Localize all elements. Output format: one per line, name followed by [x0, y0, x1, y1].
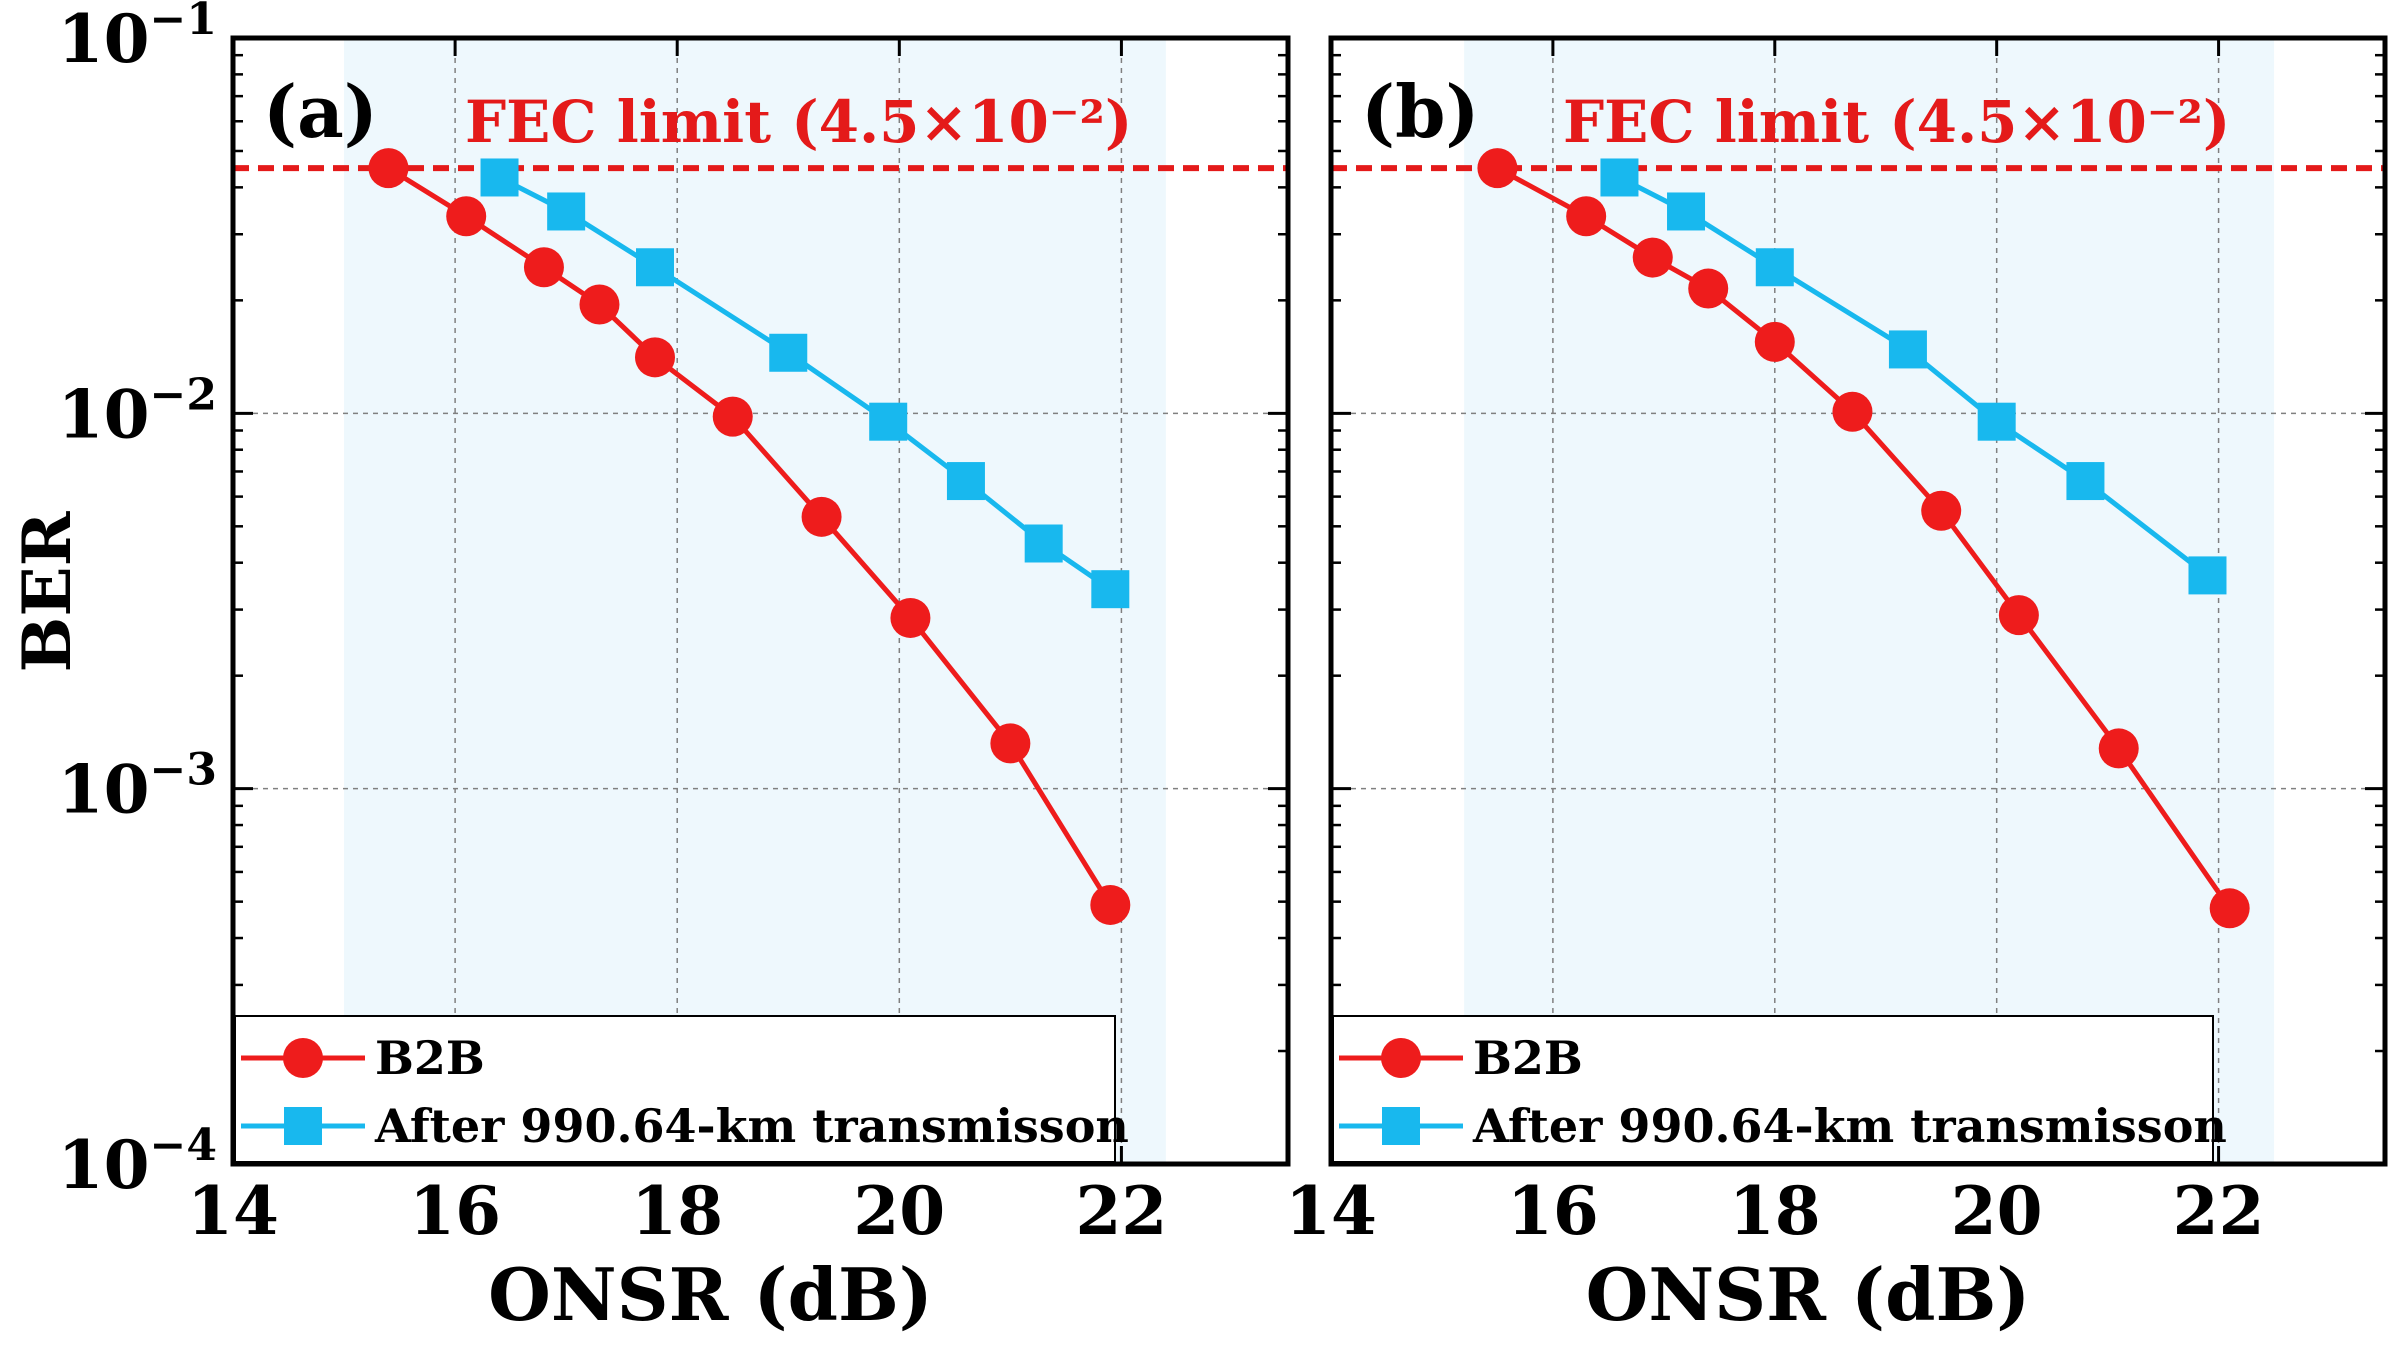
x-tick-label: 20	[1951, 1172, 2043, 1250]
fec-limit-label: FEC limit (4.5×10⁻²)	[465, 88, 1132, 156]
data-point-transmission	[1755, 248, 1794, 287]
data-point-transmission	[480, 158, 519, 197]
data-point-transmission	[1977, 402, 2016, 441]
data-point-transmission	[2066, 462, 2105, 501]
legend-label: B2B	[375, 1031, 485, 1085]
data-point-transmission	[1024, 524, 1063, 563]
data-point-b2b	[635, 337, 675, 378]
data-point-transmission	[636, 248, 674, 287]
legend-marker-transmission	[284, 1107, 322, 1145]
x-tick-label: 14	[1285, 1172, 1377, 1250]
data-point-b2b	[579, 284, 620, 325]
data-point-transmission	[946, 462, 985, 501]
series-line-b2b	[1496, 165, 2232, 910]
data-point-b2b	[1688, 268, 1729, 309]
data-point-b2b	[1998, 595, 2039, 636]
data-point-b2b	[990, 723, 1031, 764]
data-point-b2b	[1477, 148, 1518, 189]
data-point-b2b	[1754, 321, 1795, 362]
data-point-transmission	[1091, 570, 1130, 609]
x-tick-label: 18	[1729, 1172, 1821, 1250]
legend-label: After 990.64-km transmisson	[374, 1099, 1129, 1153]
x-tick-label: 16	[409, 1172, 501, 1250]
data-point-b2b	[446, 196, 487, 237]
data-point-b2b	[368, 148, 409, 189]
x-tick-label: 16	[1507, 1172, 1599, 1250]
legend-marker-b2b	[283, 1038, 323, 1078]
legend-box	[1332, 1015, 2214, 1163]
x-tick-label: 14	[187, 1172, 279, 1250]
y-tick-label: 10−2	[58, 369, 217, 453]
data-point-transmission	[2188, 556, 2227, 595]
y-tick-label: 10−3	[58, 745, 217, 829]
data-point-b2b	[801, 496, 842, 537]
fec-limit-label: FEC limit (4.5×10⁻²)	[1563, 88, 2230, 156]
data-point-b2b	[1921, 490, 1962, 531]
data-point-transmission	[1600, 158, 1639, 197]
data-point-b2b	[1566, 196, 1607, 237]
data-point-b2b	[1632, 237, 1673, 278]
legend-label: B2B	[1473, 1031, 1583, 1085]
legend-box	[234, 1015, 1116, 1163]
chart-panel-a: FEC limit (4.5×10⁻²) (a) B2B After 990.64-k…	[58, 0, 1291, 1337]
data-point-b2b	[2209, 888, 2250, 929]
data-point-b2b	[1090, 884, 1131, 925]
panel-label: (a)	[263, 69, 378, 154]
data-point-b2b	[890, 597, 931, 638]
x-tick-label: 22	[2173, 1172, 2265, 1250]
panel-label: (b)	[1361, 69, 1479, 154]
data-point-transmission	[769, 333, 808, 372]
data-point-transmission	[547, 192, 586, 231]
plot-frame	[230, 35, 1291, 1167]
data-point-transmission	[1888, 330, 1927, 369]
y-tick-label: 10−4	[58, 1120, 217, 1204]
y-tick-label: 10−1	[58, 0, 217, 78]
y-axis-label: BER	[8, 510, 86, 672]
plot-frame	[1328, 35, 2388, 1167]
x-tick-label: 22	[1075, 1172, 1167, 1250]
data-point-b2b	[523, 247, 564, 288]
x-tick-label: 18	[631, 1172, 723, 1250]
legend-label: After 990.64-km transmisson	[1472, 1099, 2227, 1153]
legend-marker-transmission	[1382, 1107, 1420, 1145]
series-line-b2b	[387, 166, 1113, 907]
chart-panel-b: FEC limit (4.5×10⁻²) (b) B2B After 990.64-k…	[1285, 35, 2388, 1337]
data-point-transmission	[1667, 192, 1706, 231]
data-point-b2b	[712, 396, 753, 437]
legend-marker-b2b	[1381, 1038, 1421, 1078]
x-axis-label: ONSR (dB)	[1586, 1252, 2031, 1337]
x-tick-label: 20	[853, 1172, 945, 1250]
data-point-b2b	[1832, 391, 1873, 432]
x-axis-label: ONSR (dB)	[488, 1252, 933, 1337]
data-point-b2b	[2098, 728, 2139, 769]
data-point-transmission	[869, 402, 908, 441]
